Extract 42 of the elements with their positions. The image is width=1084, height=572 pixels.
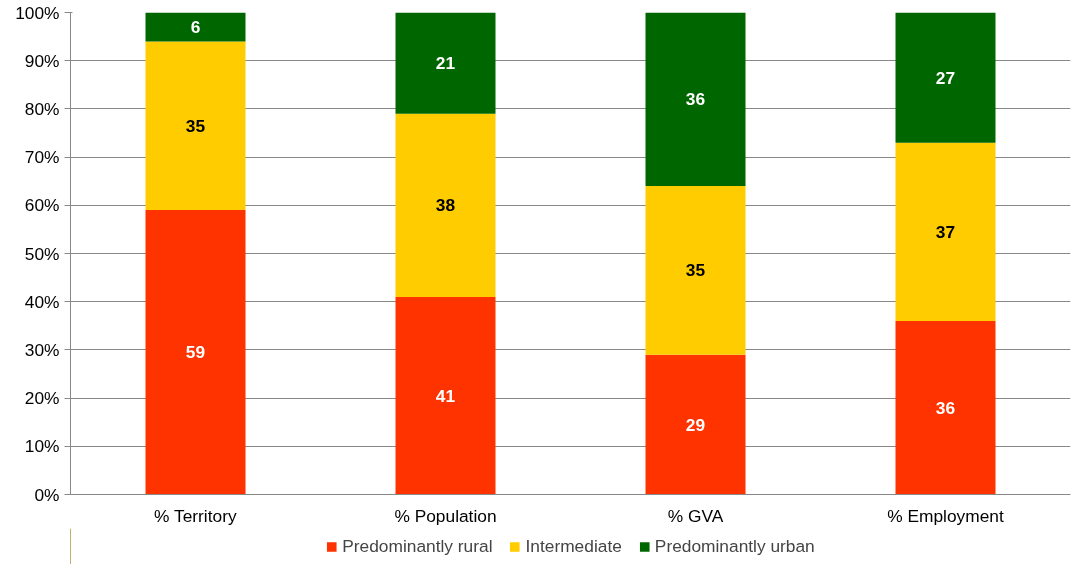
data-label: 36: [935, 397, 956, 418]
bar: [895, 12, 996, 143]
x-tick-label: % GVA: [667, 505, 724, 526]
bar: [395, 296, 496, 495]
y-tick-label: 30%: [24, 339, 60, 360]
data-label: 21: [435, 53, 456, 74]
data-label: 59: [185, 342, 206, 363]
bar: [395, 113, 496, 297]
data-label: 36: [685, 89, 706, 110]
data-label: 38: [435, 195, 456, 216]
bar: [395, 12, 496, 114]
data-label: 27: [935, 67, 956, 88]
bar: [895, 320, 996, 495]
y-tick-label: 60%: [24, 195, 60, 216]
data-label: 41: [435, 385, 456, 406]
data-label: 35: [185, 115, 206, 136]
bar: [145, 12, 246, 42]
y-tick-label: 20%: [24, 388, 60, 409]
y-tick-label: 70%: [24, 147, 60, 168]
bar: [145, 41, 246, 211]
data-label: 37: [935, 221, 956, 242]
bar: [145, 210, 246, 495]
bar: [645, 186, 746, 355]
legend-label: Intermediate: [525, 535, 622, 557]
data-label: 35: [685, 260, 706, 281]
bar: [895, 142, 996, 321]
data-label: 29: [685, 414, 706, 435]
bar: [645, 354, 746, 495]
y-tick-label: 80%: [24, 98, 60, 119]
data-label: 6: [190, 16, 201, 37]
x-tick-label: % Population: [394, 505, 497, 526]
legend-label: Predominantly urban: [654, 535, 815, 557]
y-tick-label: 50%: [24, 243, 60, 264]
y-tick-label: 90%: [24, 50, 60, 71]
y-tick-label: 100%: [15, 2, 60, 23]
x-tick-label: % Employment: [887, 505, 1004, 526]
legend-label: Predominantly rural: [342, 535, 493, 557]
bar: [645, 12, 746, 187]
x-tick-label: % Territory: [154, 505, 237, 526]
y-tick-label: 40%: [24, 291, 60, 312]
y-tick-label: 10%: [24, 436, 60, 457]
y-tick-label: 0%: [34, 484, 60, 505]
